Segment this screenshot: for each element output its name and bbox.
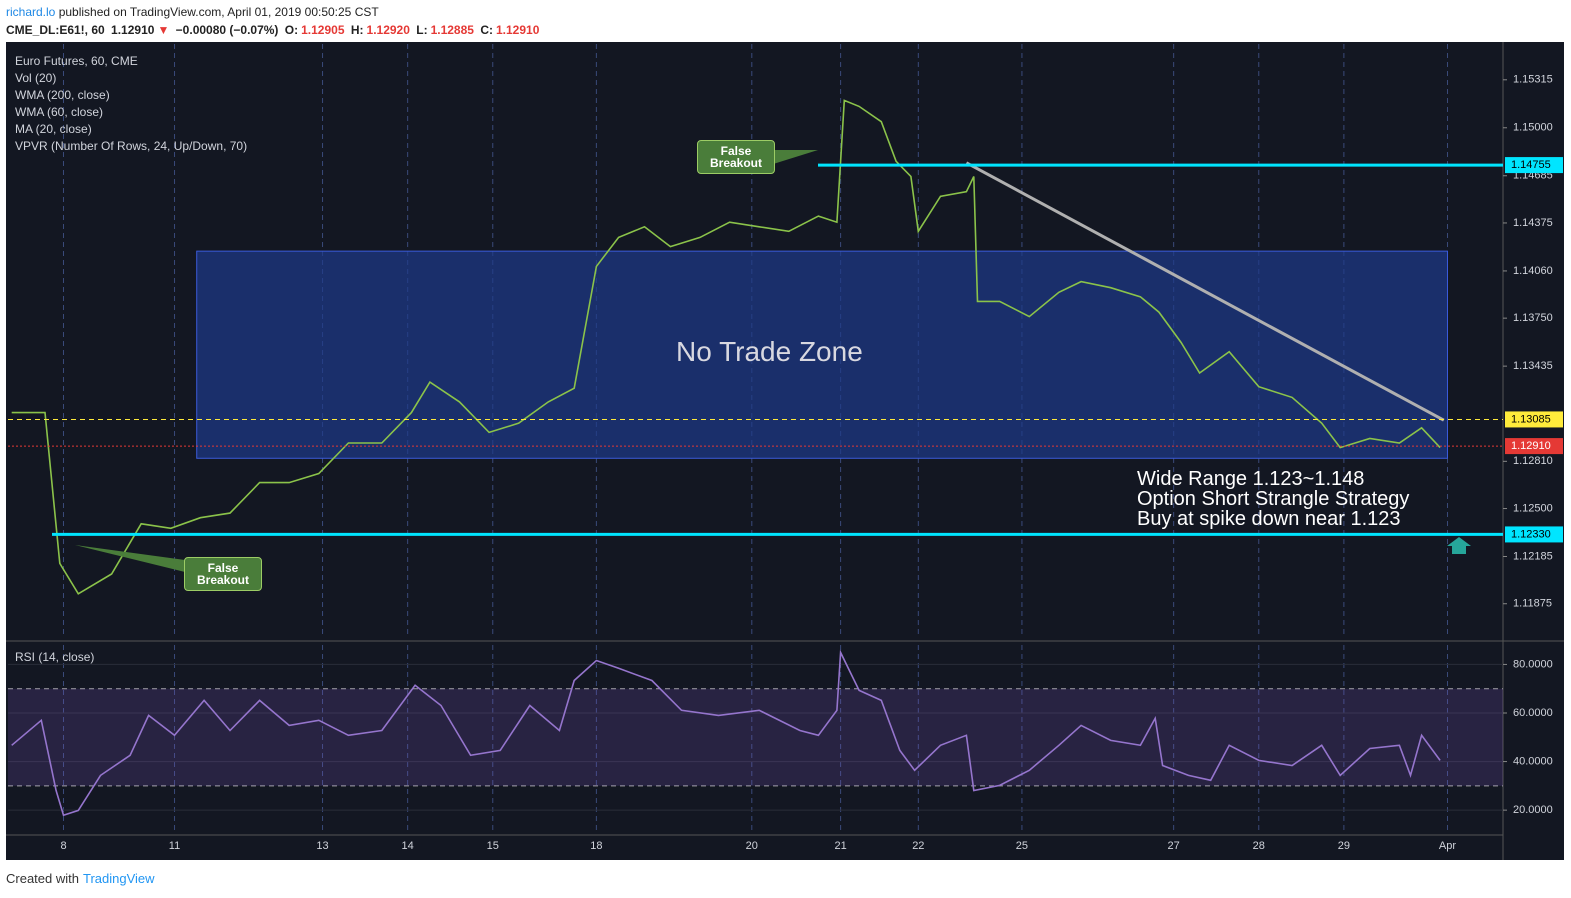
x-tick-label: 22 [912, 840, 924, 852]
open: 1.12905 [301, 23, 345, 37]
y-tick-label: 1.13435 [1513, 360, 1553, 372]
created: Created with [6, 871, 79, 886]
x-tick-label: 18 [590, 840, 602, 852]
price-tag-label: 1.13085 [1511, 413, 1551, 425]
x-tick-label: Apr [1439, 840, 1456, 852]
rsi-band-fill [8, 688, 1503, 786]
x-tick-label: 28 [1253, 840, 1265, 852]
false-breakout: False Breakout [697, 140, 775, 174]
user[interactable]: richard.lo [6, 5, 56, 19]
false-breakout: False Breakout [184, 557, 262, 591]
published: published on TradingView.com, April 01, … [58, 5, 379, 19]
price-tag-label: 1.12330 [1511, 528, 1551, 540]
o-label: O: [284, 23, 299, 37]
y-tick-label: 1.12500 [1513, 502, 1553, 514]
y-tick-label: 40.0000 [1513, 755, 1553, 767]
price-tag-label: 1.12910 [1511, 440, 1551, 452]
x-tick-label: 14 [402, 840, 414, 852]
y-tick-label: 1.13750 [1513, 312, 1553, 324]
high: 1.12920 [366, 23, 410, 37]
y-tick-label: 1.14060 [1513, 265, 1553, 277]
note: Buy at spike down near 1.123 [1137, 508, 1401, 530]
last: 1.12910 [111, 23, 155, 37]
legend-3: WMA (60, close) [15, 105, 104, 119]
legend-5: VPVR (Number Of Rows, 24, Up/Down, 70) [15, 139, 248, 153]
c-label: C: [480, 23, 493, 37]
y-tick-label: 1.14375 [1513, 217, 1553, 229]
rsi-title: RSI (14, close) [15, 650, 95, 664]
header: richard.lo published on TradingView.com,… [6, 5, 379, 19]
x-tick-label: 25 [1016, 840, 1028, 852]
legend-0: Euro Futures, 60, CME [15, 54, 138, 68]
low: 1.12885 [430, 23, 474, 37]
y-tick-label: 60.0000 [1513, 707, 1553, 719]
quote: CME_DL:E61!, 60 1.12910 ▼ −0.00080 (−0.07… [6, 23, 542, 37]
brand[interactable]: TradingView [82, 871, 155, 886]
x-tick-label: 11 [169, 840, 180, 852]
price-tag [1505, 526, 1563, 543]
x-tick-label: 29 [1338, 840, 1350, 852]
x-tick-label: 27 [1168, 840, 1180, 852]
no-trade-zone [196, 250, 1448, 459]
series-line [11, 99, 1441, 595]
legend-4: MA (20, close) [15, 122, 92, 136]
price-tag [1505, 438, 1563, 455]
x-tick-label: 15 [487, 840, 499, 852]
x-tick-label: 8 [60, 840, 66, 852]
x-tick-label: 13 [316, 840, 328, 852]
h-label: H: [350, 23, 364, 37]
y-tick-label: 1.15000 [1513, 122, 1553, 134]
y-tick-label: 20.0000 [1513, 804, 1553, 816]
change: −0.00080 (−0.07%) [175, 23, 279, 37]
series-line [11, 649, 1441, 817]
price-tag [1505, 411, 1563, 428]
y-tick-label: 80.0000 [1513, 658, 1553, 670]
symbol: CME_DL:E61!, 60 [6, 23, 105, 37]
note: Option Short Strangle Strategy [1137, 488, 1410, 510]
x-tick-label: 20 [746, 840, 758, 852]
l-label: L: [416, 23, 428, 37]
zone-label: No Trade Zone [676, 336, 863, 367]
y-tick-label: 1.12185 [1513, 550, 1553, 562]
footer: Created with TradingView [6, 871, 155, 886]
price-tag-label: 1.14755 [1511, 159, 1551, 171]
y-tick-label: 1.12810 [1513, 455, 1553, 467]
chart: 8 11 13 14 15 18 20 21 22 25 27 28 29 Apr 1.15315 1.150… [6, 42, 1564, 860]
legend-1: Vol (20) [15, 71, 57, 85]
legend-2: WMA (200, close) [15, 88, 110, 102]
down-arrow: ▼ [157, 23, 170, 37]
close: 1.12910 [495, 23, 540, 37]
trend-line [965, 161, 1445, 422]
price-tag [1505, 157, 1563, 174]
y-tick-label: 1.11875 [1513, 598, 1552, 610]
y-tick-label: 1.15315 [1513, 74, 1553, 86]
x-tick-label: 21 [834, 840, 846, 852]
note: Wide Range 1.123~1.148 [1137, 468, 1365, 490]
